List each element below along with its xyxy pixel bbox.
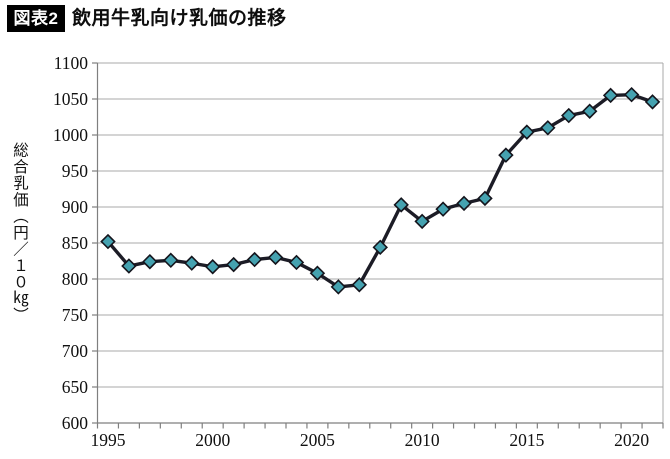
- data-point-marker: [100, 233, 116, 250]
- data-point-marker: [267, 249, 284, 266]
- data-point-marker: [163, 252, 179, 269]
- data-point-marker: [184, 255, 200, 271]
- data-point-marker: [351, 277, 368, 293]
- y-tick-label: 850: [61, 233, 88, 253]
- y-tick-label: 950: [61, 161, 88, 181]
- data-point-marker: [121, 258, 137, 274]
- data-point-marker: [435, 201, 451, 217]
- figure-number-badge: 図表2: [7, 5, 65, 32]
- data-point-marker: [330, 279, 347, 295]
- y-tick-label: 700: [61, 341, 88, 361]
- data-point-marker: [456, 195, 472, 212]
- figure-header: 図表2 飲用牛乳向け乳価の推移: [0, 4, 670, 34]
- data-point-marker: [288, 254, 305, 271]
- data-point-marker: [393, 197, 409, 213]
- y-tick-label: 1100: [53, 53, 88, 73]
- y-tick-label: 900: [61, 197, 88, 217]
- data-point-marker: [498, 147, 514, 163]
- data-point-marker: [142, 253, 158, 270]
- data-point-marker: [561, 107, 577, 124]
- data-point-marker: [309, 265, 326, 281]
- y-tick-label: 1000: [53, 125, 88, 145]
- y-tick-label: 600: [61, 413, 88, 433]
- y-axis-title: 総合乳価（円／１０㎏）: [11, 142, 28, 324]
- data-point-marker: [204, 259, 221, 275]
- data-point-marker: [519, 124, 535, 140]
- x-tick-label: 2015: [509, 430, 545, 450]
- data-point-marker: [540, 120, 556, 136]
- y-tick-label: 800: [61, 269, 88, 289]
- y-tick-label: 650: [61, 377, 88, 397]
- data-point-marker: [372, 239, 388, 256]
- x-tick-label: 2020: [614, 430, 650, 450]
- data-point-marker: [414, 213, 430, 230]
- data-point-marker: [581, 103, 598, 119]
- chart-title: 飲用牛乳向け乳価の推移: [72, 8, 287, 29]
- y-tick-label: 1050: [53, 89, 88, 109]
- data-point-marker: [602, 87, 619, 104]
- x-tick-label: 1995: [90, 430, 126, 450]
- x-tick-label: 2010: [404, 430, 440, 450]
- y-tick-label: 750: [61, 305, 88, 325]
- data-point-marker: [623, 86, 640, 103]
- data-point-marker: [225, 256, 242, 273]
- data-point-marker: [477, 190, 493, 207]
- data-point-marker: [644, 94, 661, 110]
- data-point-marker: [246, 251, 263, 268]
- x-tick-label: 2000: [195, 430, 231, 450]
- x-tick-label: 2005: [299, 430, 335, 450]
